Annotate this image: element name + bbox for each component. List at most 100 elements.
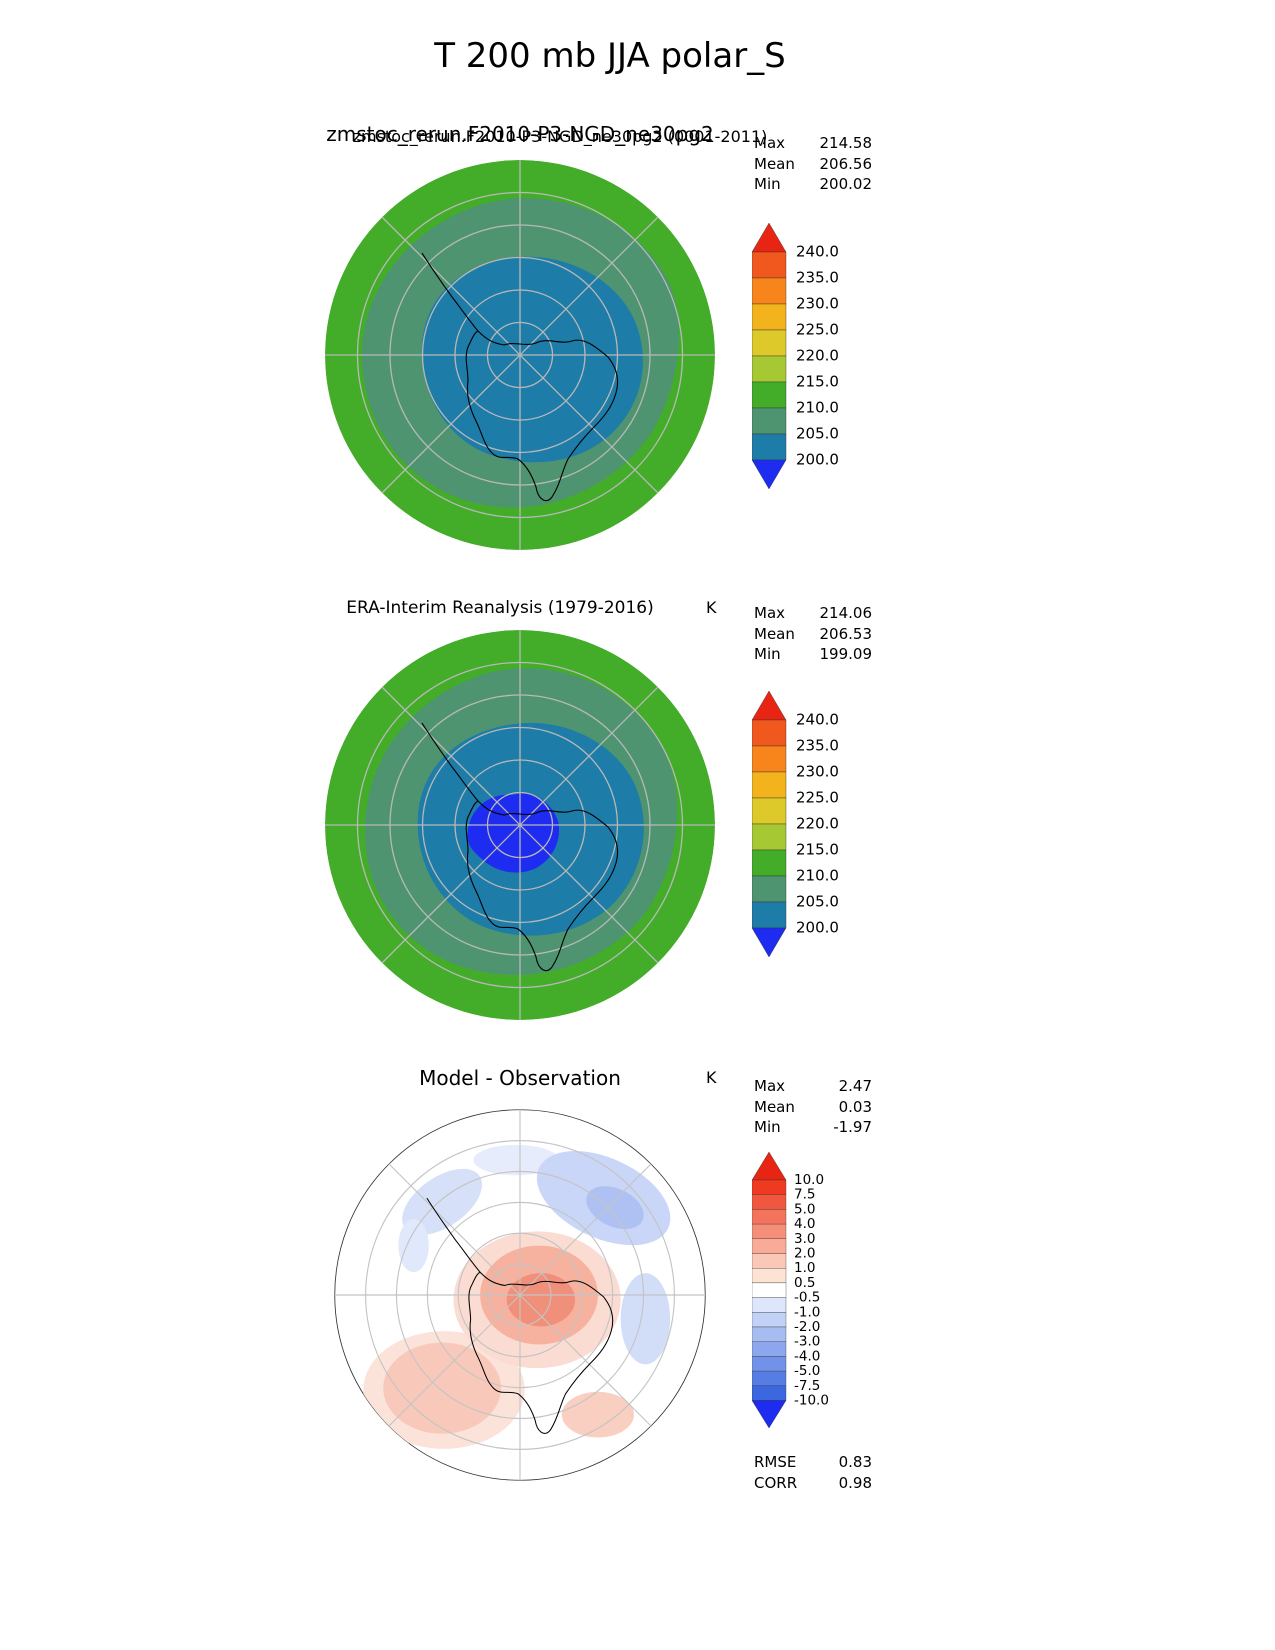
patch-blue-right <box>620 1273 671 1365</box>
colorbar-difference: 10.0 7.5 5.0 4.0 3.0 2.0 1.0 0.5 -0.5 -1… <box>752 1151 829 1429</box>
panel3-metrics: RMSE 0.83 CORR 0.98 <box>754 1452 872 1493</box>
stat-label: Min <box>754 175 781 193</box>
metric-value: 0.83 <box>838 1453 872 1471</box>
colorbar-segment <box>752 407 787 435</box>
polar-map-obs <box>325 630 715 1020</box>
panel1-title-primary: zmstoc_rerun.F2010-P3-NGD_ne30pg2 <box>326 122 714 146</box>
stat-label: Max <box>754 1077 786 1095</box>
stat-row-min: Min 199.09 <box>754 644 872 665</box>
colorbar-segment <box>752 1341 787 1357</box>
colorbar-segment <box>752 1238 787 1254</box>
graticule <box>325 160 715 550</box>
colorbar-tick: 5.0 <box>794 1201 815 1217</box>
patch-pink-center-core <box>506 1273 576 1327</box>
colorbar-segment <box>752 1297 787 1313</box>
stat-label: Mean <box>754 624 795 643</box>
colorbar-tick: -4.0 <box>794 1348 820 1364</box>
colorbar-temperature-obs: 240.0 235.0 230.0 225.0 220.0 215.0 210.… <box>752 690 839 958</box>
colorbar-segment <box>752 719 787 747</box>
stat-value: 206.53 <box>819 624 873 643</box>
metric-value: 0.98 <box>838 1473 872 1492</box>
colorbar-arrow-bottom <box>752 1400 787 1429</box>
panel1-stats: Max 214.58 Mean 206.56 Min 200.02 <box>754 133 872 195</box>
colorbar-tick: 230.0 <box>796 763 839 781</box>
colorbar-segment <box>752 745 787 773</box>
colorbar-tick: 7.5 <box>794 1187 815 1203</box>
colorbar-segment <box>752 823 787 851</box>
colorbar-segment <box>752 875 787 903</box>
colorbar-segment <box>752 1209 787 1225</box>
stat-label: Max <box>754 604 786 622</box>
colorbar-tick: 210.0 <box>796 399 839 417</box>
colorbar-arrow-top <box>752 690 787 721</box>
panel3-stats: Max 2.47 Mean 0.03 Min -1.97 <box>754 1076 872 1138</box>
graticule <box>325 630 715 1020</box>
patch-blue-faint <box>473 1144 559 1176</box>
colorbar-segment <box>752 1370 787 1386</box>
colorbar-segment <box>752 381 787 409</box>
colorbar-tick: 10.0 <box>794 1172 824 1188</box>
stat-value: 200.02 <box>819 175 873 193</box>
colorbar-tick: 215.0 <box>796 373 839 391</box>
stat-label: Min <box>754 1118 781 1136</box>
stat-row-mean: Mean 0.03 <box>754 1097 872 1118</box>
antarctica-coastline <box>426 1197 614 1434</box>
stat-value: 206.56 <box>819 154 873 173</box>
colorbar-segment <box>752 797 787 825</box>
metric-row-corr: CORR 0.98 <box>754 1473 872 1494</box>
graticule <box>334 1109 706 1481</box>
colorbar-tick: -2.0 <box>794 1319 820 1335</box>
colorbar-tick: 240.0 <box>796 711 839 729</box>
stat-row-max: Max 214.06 <box>754 603 872 624</box>
stat-row-min: Min -1.97 <box>754 1117 872 1138</box>
colorbar-segment <box>752 251 787 279</box>
colorbar-tick: 2.0 <box>794 1246 815 1262</box>
colorbar-tick: -7.5 <box>794 1378 820 1394</box>
colorbar-tick: 200.0 <box>796 919 839 937</box>
stat-value: 214.06 <box>819 604 873 622</box>
colorbar-tick: 225.0 <box>796 789 839 807</box>
colorbar-tick: 235.0 <box>796 737 839 755</box>
colorbar-tick: 225.0 <box>796 321 839 339</box>
colorbar-tick: -0.5 <box>794 1290 820 1306</box>
colorbar-arrow-bottom <box>752 459 787 490</box>
stat-value: 214.58 <box>819 134 873 152</box>
colorbar-segment <box>752 1179 787 1195</box>
colorbar-segment <box>752 1268 787 1284</box>
colorbar-tick: 1.0 <box>794 1260 815 1276</box>
stat-value: -1.97 <box>833 1118 872 1136</box>
colorbar-tick: 210.0 <box>796 867 839 885</box>
stat-row-mean: Mean 206.53 <box>754 624 872 645</box>
colorbar-segment <box>752 1356 787 1372</box>
diff-anomaly-patches <box>363 1144 671 1449</box>
colorbar-tick: -3.0 <box>794 1334 820 1350</box>
colorbar-tick: 240.0 <box>796 243 839 261</box>
colorbar-tick: 215.0 <box>796 841 839 859</box>
stat-value: 0.03 <box>838 1097 872 1116</box>
stat-value: 2.47 <box>838 1077 872 1095</box>
colorbar-tick: 3.0 <box>794 1231 815 1247</box>
page-title: T 200 mb JJA polar_S <box>434 36 786 76</box>
patch-blue-core <box>586 1186 644 1230</box>
region-blue <box>421 256 643 463</box>
colorbar-tick: 220.0 <box>796 815 839 833</box>
stat-label: Max <box>754 134 786 152</box>
panel1-title-secondary: zmstoc_rerun.F2010-P3-NGD_ne30pg2 (0001-… <box>352 127 768 146</box>
stat-row-max: Max 214.58 <box>754 133 872 154</box>
stat-value: 199.09 <box>819 645 873 663</box>
metric-label: CORR <box>754 1473 798 1492</box>
panel3-unit: K <box>706 1068 717 1087</box>
colorbar-arrow-top <box>752 222 787 253</box>
colorbar-segment <box>752 277 787 305</box>
stat-label: Min <box>754 645 781 663</box>
colorbar-segment <box>752 303 787 331</box>
patch-blue-left-small <box>398 1219 429 1273</box>
stat-row-mean: Mean 206.56 <box>754 154 872 175</box>
colorbar-tick: 205.0 <box>796 425 839 443</box>
colorbar-arrow-bottom <box>752 927 787 958</box>
stat-label: Mean <box>754 154 795 173</box>
antarctica-coastline <box>421 252 619 502</box>
colorbar-segment <box>752 849 787 877</box>
polar-map-model <box>325 160 715 550</box>
